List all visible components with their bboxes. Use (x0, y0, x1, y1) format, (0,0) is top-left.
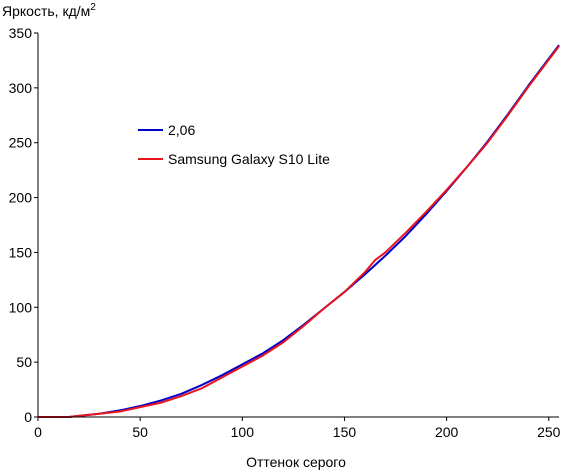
y-tick-label: 100 (9, 299, 33, 315)
y-tick-label: 0 (24, 409, 32, 425)
x-axis-title: Оттенок серого (246, 454, 346, 470)
y-tick-label: 300 (9, 80, 33, 96)
x-tick-label: 0 (34, 424, 42, 440)
y-tick-label: 350 (9, 25, 33, 41)
x-tick-label: 250 (537, 424, 561, 440)
y-tick-label: 50 (16, 354, 32, 370)
y-axis-title: Яркость, кд/м2 (2, 2, 96, 19)
y-tick-label: 250 (9, 135, 33, 151)
x-tick-label: 100 (231, 424, 255, 440)
legend-label-series-1: 2,06 (168, 122, 195, 138)
y-tick-label: 200 (9, 190, 33, 206)
series-line-1 (38, 44, 560, 418)
x-axis-ticks: 0 50 100 150 200 250 (34, 417, 561, 440)
x-tick-label: 150 (333, 424, 357, 440)
legend: 2,06 Samsung Galaxy S10 Lite (138, 122, 330, 167)
series-line-2 (38, 45, 560, 418)
y-tick-label: 150 (9, 244, 33, 260)
legend-label-series-2: Samsung Galaxy S10 Lite (168, 151, 330, 167)
x-tick-label: 50 (132, 424, 148, 440)
series-layer (38, 44, 560, 418)
y-axis-ticks: 0 50 100 150 200 250 300 350 (9, 25, 38, 425)
x-tick-label: 200 (435, 424, 459, 440)
